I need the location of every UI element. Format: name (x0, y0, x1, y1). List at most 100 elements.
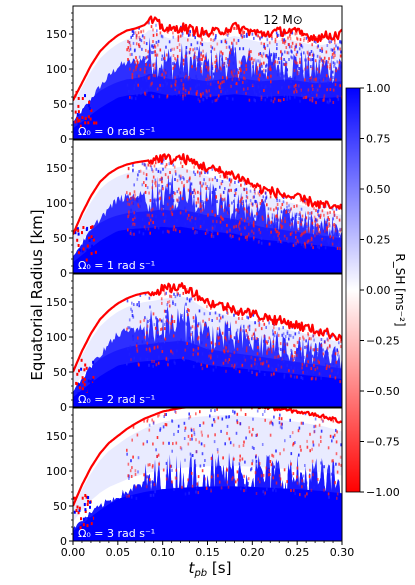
turbulence-speck (171, 449, 173, 453)
turbulence-speck (316, 74, 319, 78)
turbulence-speck (219, 174, 222, 178)
turbulence-speck (155, 215, 157, 219)
turbulence-speck (287, 208, 289, 212)
turbulence-speck (132, 41, 135, 45)
turbulence-speck (299, 60, 301, 64)
turbulence-speck (334, 41, 336, 45)
turbulence-speck (142, 56, 145, 60)
turbulence-speck (317, 478, 319, 481)
turbulence-speck (237, 340, 240, 343)
turbulence-speck (283, 40, 286, 44)
turbulence-speck (206, 96, 208, 100)
turbulence-speck (295, 353, 298, 357)
turbulence-speck (298, 213, 301, 217)
turbulence-speck (152, 76, 154, 80)
turbulence-speck (273, 334, 276, 338)
turbulence-speck (307, 40, 309, 43)
turbulence-speck (127, 326, 129, 330)
turbulence-speck (219, 316, 222, 320)
turbulence-speck (172, 199, 175, 203)
turbulence-speck (137, 196, 139, 199)
turbulence-speck (316, 352, 318, 355)
early-speck (77, 229, 80, 233)
turbulence-speck (311, 234, 313, 238)
turbulence-speck (174, 76, 176, 80)
turbulence-speck (160, 84, 163, 88)
turbulence-speck (170, 295, 173, 299)
turbulence-speck (160, 297, 163, 301)
turbulence-speck (336, 216, 338, 219)
turbulence-speck (236, 478, 239, 482)
turbulence-speck (291, 431, 294, 435)
turbulence-speck (221, 57, 223, 61)
turbulence-speck (174, 409, 176, 413)
turbulence-speck (260, 362, 262, 366)
turbulence-speck (128, 477, 130, 480)
turbulence-speck (269, 84, 272, 88)
turbulence-speck (268, 71, 270, 75)
turbulence-speck (263, 89, 265, 92)
turbulence-speck (254, 220, 257, 224)
turbulence-speck (219, 86, 221, 90)
turbulence-speck (315, 93, 318, 97)
turbulence-speck (166, 70, 169, 74)
turbulence-speck (176, 290, 178, 294)
turbulence-speck (299, 352, 302, 356)
turbulence-speck (276, 355, 279, 359)
turbulence-speck (255, 492, 258, 495)
turbulence-speck (251, 408, 253, 410)
turbulence-speck (238, 227, 241, 231)
turbulence-speck (257, 191, 260, 195)
turbulence-speck (339, 40, 341, 44)
turbulence-speck (128, 41, 131, 45)
turbulence-speck (220, 429, 222, 433)
turbulence-speck (234, 47, 236, 51)
turbulence-speck (333, 371, 336, 375)
turbulence-speck (143, 70, 146, 74)
turbulence-speck (232, 409, 234, 413)
turbulence-speck (214, 187, 217, 191)
turbulence-speck (255, 475, 257, 479)
turbulence-speck (270, 366, 273, 370)
turbulence-speck (287, 473, 290, 477)
turbulence-speck (293, 343, 295, 347)
turbulence-speck (221, 227, 223, 230)
turbulence-speck (293, 242, 296, 246)
turbulence-speck (159, 88, 162, 92)
turbulence-speck (290, 348, 292, 352)
turbulence-speck (234, 180, 236, 184)
turbulence-speck (228, 328, 230, 331)
turbulence-speck (133, 232, 135, 236)
turbulence-speck (149, 482, 151, 486)
turbulence-speck (300, 242, 303, 246)
turbulence-speck (323, 465, 325, 469)
turbulence-speck (252, 65, 254, 69)
turbulence-speck (287, 51, 290, 55)
turbulence-speck (141, 340, 144, 344)
turbulence-speck (336, 470, 339, 474)
turbulence-speck (165, 413, 167, 416)
turbulence-speck (161, 350, 164, 353)
turbulence-speck (214, 409, 216, 413)
turbulence-speck (305, 202, 307, 206)
turbulence-speck (270, 74, 272, 78)
turbulence-speck (253, 88, 255, 92)
turbulence-speck (182, 212, 185, 216)
turbulence-speck (194, 222, 196, 226)
turbulence-speck (308, 475, 311, 478)
turbulence-speck (313, 363, 315, 367)
turbulence-speck (213, 227, 216, 231)
turbulence-speck (275, 341, 278, 345)
turbulence-speck (176, 340, 179, 344)
turbulence-speck (176, 349, 178, 353)
turbulence-speck (281, 52, 284, 56)
turbulence-speck (303, 241, 306, 245)
turbulence-speck (197, 97, 200, 101)
turbulence-speck (254, 191, 256, 195)
turbulence-speck (144, 227, 147, 231)
turbulence-speck (314, 417, 317, 421)
turbulence-speck (128, 352, 131, 356)
turbulence-speck (294, 76, 296, 80)
shading-band (73, 415, 342, 522)
turbulence-speck (146, 475, 149, 479)
